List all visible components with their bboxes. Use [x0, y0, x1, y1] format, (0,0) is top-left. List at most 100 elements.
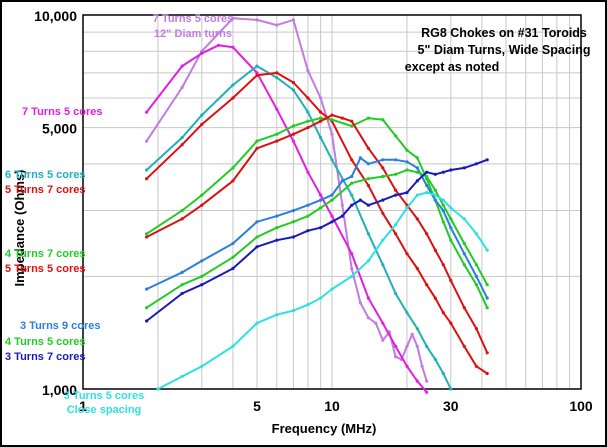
data-point: [340, 203, 344, 207]
data-point: [405, 168, 409, 172]
data-point: [394, 188, 398, 192]
data-point: [425, 390, 429, 394]
data-point: [366, 146, 370, 150]
data-point: [291, 220, 295, 224]
data-point: [441, 203, 445, 207]
series-label: 3 Turns 5 cores: [64, 390, 145, 402]
data-point: [449, 387, 453, 391]
data-point: [462, 306, 466, 310]
series-label: 7 Turns 5 cores: [22, 106, 103, 118]
data-point: [366, 232, 370, 236]
data-point: [319, 198, 323, 202]
data-point: [474, 232, 478, 236]
annotation-line-3: except as noted: [405, 60, 499, 74]
series-9: [145, 158, 489, 323]
data-point: [275, 76, 279, 80]
data-point: [180, 136, 184, 140]
series-label: 5 Turns 5 cores: [5, 263, 86, 275]
data-point: [415, 217, 419, 221]
data-point: [145, 232, 149, 236]
data-point: [433, 193, 437, 197]
data-point: [449, 226, 453, 230]
data-point: [441, 311, 445, 315]
data-point: [425, 379, 429, 383]
plot-area-border: [82, 14, 582, 390]
data-point: [405, 344, 409, 348]
data-point: [441, 198, 445, 202]
data-point: [441, 170, 445, 174]
data-point: [231, 179, 235, 183]
data-point: [366, 296, 370, 300]
data-point: [410, 332, 414, 336]
series-2: [145, 43, 429, 394]
data-point: [231, 45, 235, 49]
data-point: [462, 241, 466, 246]
data-point: [180, 143, 184, 147]
series-label: 5 Turns 7 cores: [5, 184, 86, 196]
data-point: [394, 158, 398, 162]
data-point: [394, 172, 398, 176]
data-point: [330, 198, 334, 202]
series-8: [145, 168, 489, 310]
data-point: [275, 107, 279, 111]
data-point: [180, 64, 184, 68]
data-point: [381, 198, 385, 202]
data-point: [180, 374, 184, 379]
data-point: [433, 188, 437, 192]
series-3: [145, 64, 453, 391]
tick-labels: 1 5 10 30 100 1,000 5,000 10,000: [34, 8, 593, 414]
data-point: [474, 162, 478, 166]
x-tick-label: 1: [79, 398, 87, 414]
series-10: [156, 191, 489, 391]
data-point: [306, 303, 310, 307]
data-point: [306, 119, 310, 123]
data-point: [145, 306, 149, 310]
series-7: [145, 156, 489, 300]
data-point: [441, 263, 445, 267]
data-point: [306, 229, 310, 233]
data-point: [358, 198, 362, 202]
data-point: [291, 235, 295, 239]
data-point: [145, 319, 149, 323]
data-point: [485, 371, 489, 376]
data-point: [366, 316, 370, 320]
data-point: [255, 18, 259, 22]
data-point: [180, 85, 184, 90]
data-point: [415, 344, 419, 348]
data-point: [255, 146, 259, 150]
data-point: [319, 136, 323, 140]
data-point: [415, 170, 419, 174]
data-point: [449, 206, 453, 210]
annotation-line-2: 5" Diam Turns, Wide Spacing: [418, 43, 591, 57]
data-point: [200, 283, 204, 287]
data-point: [231, 241, 235, 246]
data-point: [350, 119, 354, 123]
data-point: [319, 206, 323, 210]
data-point: [145, 235, 149, 239]
data-point: [441, 209, 445, 213]
data-point: [200, 364, 204, 368]
data-point: [340, 214, 344, 218]
data-point: [405, 148, 409, 152]
series-label: 7 Turns 5 cores: [153, 13, 234, 25]
data-point: [462, 217, 466, 221]
data-point: [200, 122, 204, 126]
data-point: [350, 203, 354, 207]
data-point: [350, 193, 354, 197]
data-point: [381, 118, 385, 122]
data-point: [306, 203, 310, 207]
data-point: [350, 174, 354, 179]
data-point: [319, 116, 323, 120]
data-point: [255, 220, 259, 224]
data-point: [291, 18, 295, 22]
data-point: [340, 116, 344, 120]
data-point: [255, 235, 259, 239]
data-point: [415, 379, 419, 383]
data-point: [441, 371, 445, 376]
data-point: [415, 327, 419, 331]
data-point: [394, 193, 398, 197]
data-point: [231, 166, 235, 170]
data-point: [425, 183, 429, 188]
data-point: [231, 266, 235, 271]
